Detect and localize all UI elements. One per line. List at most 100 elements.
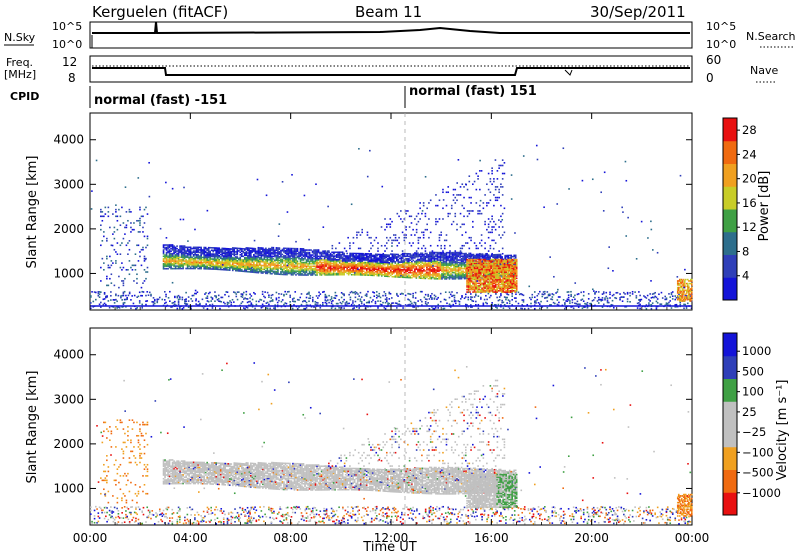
- echo-cell: [463, 255, 466, 257]
- echo-cell: [631, 290, 634, 293]
- echo-cell: [293, 247, 296, 250]
- echo-cell: [311, 274, 314, 276]
- echo-cell: [447, 270, 449, 273]
- echo-cell: [192, 261, 195, 264]
- echo-cell: [280, 259, 282, 262]
- echo-cell: [367, 261, 370, 264]
- echo-cell: [429, 257, 431, 260]
- echo-cell: [565, 300, 567, 302]
- echo-cell: [274, 271, 276, 274]
- echo-cell: [377, 268, 380, 271]
- echo-cell: [195, 257, 198, 260]
- echo-cell: [277, 267, 279, 269]
- echo-cell: [256, 251, 258, 254]
- echo-cell: [460, 271, 463, 274]
- echo-cell: [386, 274, 389, 276]
- echo-cell: [359, 255, 362, 257]
- echo-cell: [364, 264, 367, 266]
- echo-cell: [462, 252, 464, 255]
- echo-cell: [356, 271, 359, 274]
- echo-cell: [447, 258, 449, 260]
- echo-cell: [467, 290, 470, 292]
- echo-cell: [251, 258, 254, 261]
- echo-cell: [411, 256, 413, 259]
- echo-cell: [320, 267, 323, 270]
- echo-cell: [293, 256, 296, 259]
- echo-cell: [170, 306, 172, 308]
- echo-cell: [343, 252, 345, 255]
- echo-cell: [457, 270, 460, 273]
- echo-cell: [197, 265, 199, 267]
- echo-cell: [192, 263, 195, 266]
- echo-cell: [574, 294, 576, 297]
- echo-cell: [379, 300, 382, 303]
- echo-cell: [349, 272, 351, 275]
- echo-cell: [203, 257, 205, 260]
- echo-cell: [330, 307, 333, 310]
- echo-cell: [498, 296, 501, 298]
- echo-cell: [163, 302, 166, 305]
- echo-cell: [382, 255, 385, 257]
- echo-cell: [234, 266, 237, 268]
- echo-cell: [177, 262, 180, 265]
- echo-cell: [429, 275, 431, 277]
- echo-cell: [295, 267, 297, 270]
- echo-cell: [195, 292, 197, 295]
- echo-cell: [619, 298, 621, 301]
- echo-cell: [372, 299, 374, 301]
- echo-cell: [470, 277, 473, 280]
- echo-cell: [269, 247, 272, 250]
- echo-cell: [393, 268, 395, 271]
- echo-cell: [298, 256, 300, 259]
- echo-cell: [403, 261, 406, 264]
- echo-cell: [329, 267, 332, 270]
- echo-cell: [358, 271, 360, 274]
- echo-cell: [341, 257, 344, 260]
- echo-cell: [295, 262, 297, 265]
- echo-cell: [352, 258, 354, 261]
- echo-cell: [396, 266, 398, 268]
- echo-cell: [478, 255, 481, 258]
- echo-cell: [247, 265, 249, 268]
- echo-cell: [606, 297, 609, 300]
- echo-cell: [432, 257, 434, 260]
- echo-cell: [182, 267, 184, 270]
- echo-cell: [272, 261, 275, 264]
- echo-cell: [188, 246, 190, 249]
- echo-cell: [332, 268, 335, 271]
- echo-cell: [244, 297, 246, 299]
- echo-cell: [354, 293, 357, 295]
- echo-cell: [245, 267, 248, 269]
- echo-cell: [380, 272, 383, 275]
- echo-cell: [233, 254, 236, 257]
- echo-cell: [675, 296, 678, 299]
- echo-cell: [316, 272, 318, 275]
- echo-cell: [460, 255, 463, 258]
- echo-cell: [460, 270, 463, 273]
- echo-cell: [165, 259, 168, 261]
- echo-cell: [463, 262, 466, 265]
- echo-cell: [554, 302, 556, 305]
- echo-cell: [338, 270, 341, 272]
- echo-cell: [420, 257, 422, 260]
- echo-cell: [251, 271, 254, 273]
- echo-cell: [269, 266, 272, 269]
- echo-cell: [492, 267, 494, 270]
- echo-cell: [125, 294, 127, 297]
- echo-cell: [305, 265, 308, 268]
- echo-cell: [388, 261, 391, 264]
- echo-cell: [266, 255, 269, 257]
- echo-cell: [463, 297, 466, 300]
- echo-cell: [432, 264, 434, 266]
- echo-cell: [467, 298, 470, 301]
- echo-cell: [319, 293, 322, 295]
- echo-cell: [106, 295, 108, 297]
- echo-cell: [377, 266, 380, 268]
- echo-cell: [352, 273, 354, 276]
- echo-cell: [268, 259, 270, 261]
- echo-cell: [501, 299, 503, 302]
- echo-cell: [411, 268, 413, 270]
- echo-cell: [451, 271, 454, 274]
- echo-cell: [409, 276, 412, 279]
- echo-cell: [408, 299, 411, 301]
